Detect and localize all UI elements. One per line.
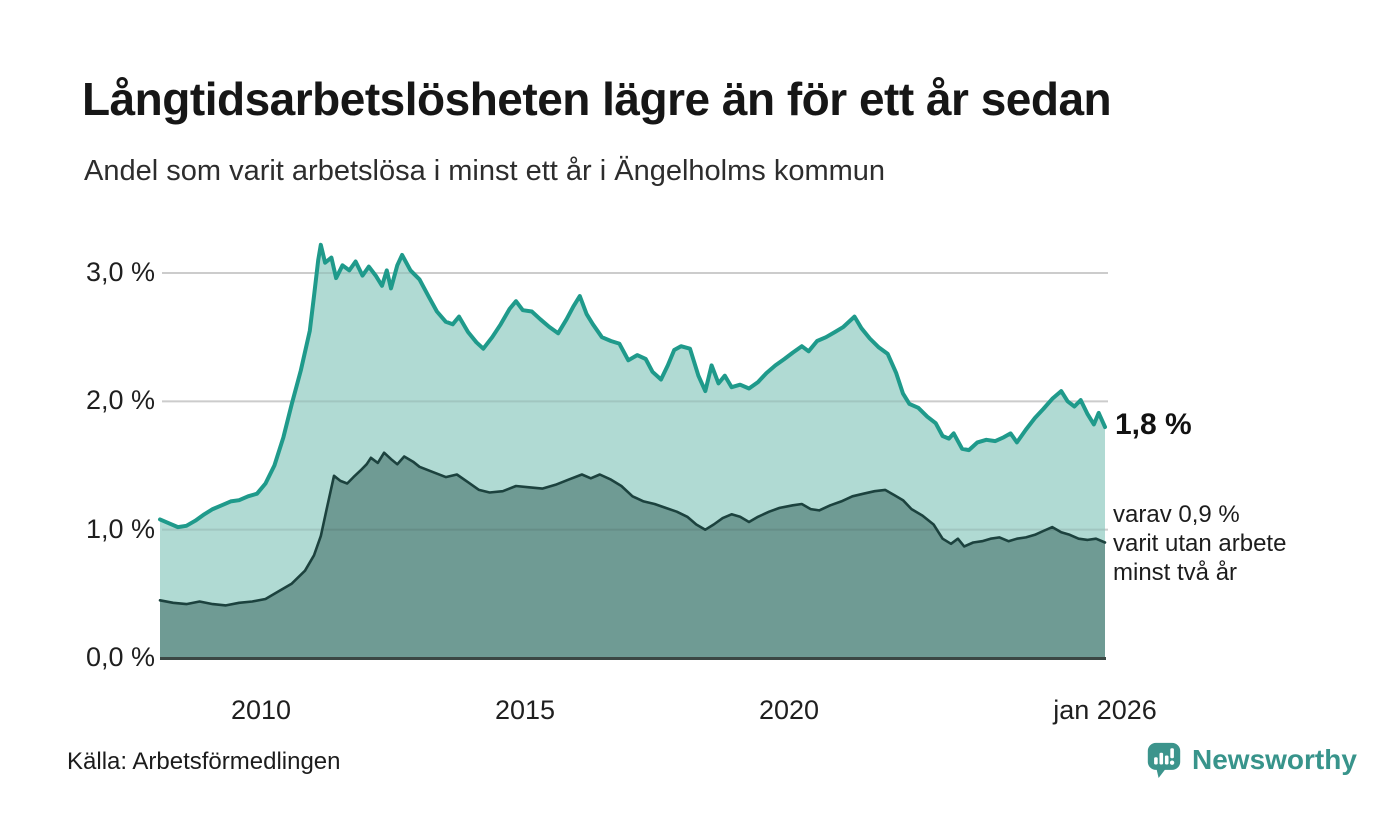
y-tick-label: 1,0 %: [85, 513, 155, 544]
latest-value-label: 1,8 %: [1115, 408, 1192, 441]
x-tick-label: jan 2026: [1053, 695, 1157, 725]
newsworthy-logo-icon: [1147, 742, 1181, 778]
newsworthy-logo-text: Newsworthy: [1192, 744, 1357, 775]
y-tick-label: 3,0 %: [85, 257, 155, 287]
note-line: minst två år: [1113, 559, 1238, 586]
y-tick-label: 0,0 %: [85, 642, 155, 672]
x-tick-label: 2010: [230, 695, 292, 725]
y-tick-label: 2,0 %: [85, 385, 155, 416]
x-tick-label: 2015: [494, 695, 556, 725]
secondary-value-note: varav 0,9 % varit utan arbete minst två …: [1113, 500, 1286, 587]
note-line: varav 0,9 %: [1113, 501, 1240, 528]
page-title: Långtidsarbetslösheten lägre än för ett …: [82, 73, 1112, 125]
x-tick-label: 2020: [758, 695, 820, 725]
gridlines-overlay: [162, 272, 1108, 531]
page-subtitle: Andel som varit arbetslösa i minst ett å…: [84, 155, 886, 187]
source-credit: Källa: Arbetsförmedlingen: [67, 748, 341, 775]
newsworthy-logo: Newsworthy: [1146, 741, 1357, 779]
series-line-two-years: [158, 451, 1107, 607]
series-line-one-year: [158, 242, 1107, 530]
area-fill-two-years: [160, 452, 1105, 658]
note-line: varit utan arbete: [1113, 530, 1287, 557]
